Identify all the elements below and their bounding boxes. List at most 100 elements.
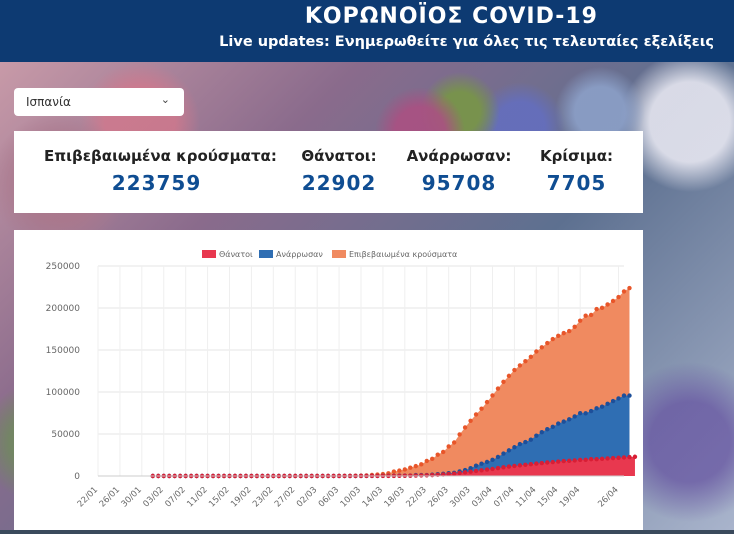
- legend-label: Ανάρρωσαν: [276, 250, 323, 259]
- data-point: [479, 468, 484, 473]
- x-tick-label: 14/03: [361, 485, 385, 509]
- data-point: [583, 411, 588, 416]
- data-point: [512, 445, 517, 450]
- x-tick-label: 26/04: [596, 485, 620, 509]
- data-point: [408, 465, 413, 470]
- data-point: [479, 406, 484, 411]
- stat-value: 223759: [111, 171, 202, 195]
- data-point: [468, 469, 473, 474]
- data-point: [594, 406, 599, 411]
- data-point: [572, 324, 577, 329]
- stat-value: 22902: [301, 171, 377, 195]
- data-point: [550, 336, 555, 342]
- data-point: [473, 412, 479, 417]
- legend-label: Επιβεβαιωμένα κρούσματα: [349, 249, 457, 259]
- data-point: [583, 313, 588, 318]
- x-tick-label: 02/03: [295, 485, 319, 509]
- data-point: [605, 456, 610, 461]
- x-tick-label: 10/03: [339, 485, 363, 509]
- data-point: [627, 393, 632, 398]
- x-tick-label: 03/02: [141, 485, 165, 509]
- data-point: [419, 473, 424, 478]
- x-tick-label: 06/03: [317, 485, 341, 509]
- data-point: [567, 328, 572, 334]
- data-point: [506, 448, 512, 453]
- data-point: [545, 427, 550, 432]
- data-point: [534, 461, 539, 466]
- data-point: [484, 467, 490, 472]
- data-point: [550, 459, 555, 465]
- data-point: [468, 465, 473, 471]
- x-tick-label: 26/01: [98, 485, 122, 509]
- data-point: [512, 367, 517, 373]
- data-point: [599, 456, 605, 462]
- data-point: [616, 455, 621, 460]
- data-point: [512, 463, 517, 469]
- data-point: [430, 472, 435, 478]
- data-point: [594, 306, 599, 312]
- data-point: [627, 285, 632, 291]
- data-point: [446, 471, 451, 477]
- data-point: [462, 470, 468, 475]
- country-select-value: Ισπανία: [26, 95, 71, 109]
- data-point: [561, 458, 566, 464]
- x-tick-label: 15/02: [207, 485, 231, 509]
- legend-label: Θάνατοι: [219, 250, 253, 259]
- data-point: [621, 393, 627, 398]
- data-point: [501, 465, 506, 470]
- legend-swatch: [332, 250, 346, 258]
- data-point: [523, 439, 528, 445]
- stat-deaths: Θάνατοι: 22902: [289, 147, 389, 195]
- cases-chart: 0 50000 100000 150000 200000 250000 22/0126/01…: [46, 249, 638, 509]
- data-point: [462, 425, 468, 430]
- data-point: [457, 470, 462, 476]
- stat-label: Κρίσιμα:: [539, 147, 614, 165]
- data-point: [435, 452, 440, 457]
- data-point: [561, 330, 566, 336]
- stat-label: Ανάρρωσαν:: [406, 147, 512, 165]
- y-tick-label: 250000: [46, 262, 81, 272]
- data-point: [550, 424, 555, 430]
- data-point: [610, 298, 616, 304]
- x-tick-label: 19/02: [229, 485, 253, 509]
- data-point: [599, 305, 605, 311]
- data-point: [391, 469, 397, 474]
- data-point: [539, 460, 545, 466]
- stat-critical: Κρίσιμα: 7705: [529, 147, 624, 195]
- data-point: [556, 333, 561, 339]
- data-point: [567, 458, 572, 464]
- data-point: [424, 458, 429, 464]
- page-header: ΚΟΡΩΝΟΪΟΣ COVID-19 Live updates: Ενημερω…: [0, 0, 734, 62]
- data-point: [583, 457, 588, 462]
- data-point: [567, 417, 572, 422]
- series-area: [152, 456, 635, 476]
- data-point: [446, 444, 451, 449]
- y-tick-label: 200000: [46, 304, 81, 314]
- x-tick-label: 23/02: [251, 485, 275, 509]
- data-point: [588, 408, 594, 414]
- y-tick-label: 50000: [51, 430, 80, 440]
- data-point: [506, 464, 512, 469]
- data-point: [616, 396, 621, 401]
- x-tick-label: 11/02: [185, 485, 209, 509]
- data-point: [506, 373, 512, 379]
- page-title: ΚΟΡΩΝΟΪΟΣ COVID-19: [304, 4, 598, 29]
- legend-swatch: [202, 250, 216, 258]
- data-point: [479, 461, 484, 466]
- data-point: [528, 354, 534, 359]
- x-tick-label: 19/04: [558, 485, 582, 509]
- data-point: [424, 473, 429, 478]
- data-point: [419, 462, 424, 467]
- series-area: [152, 288, 630, 476]
- stat-value: 7705: [546, 171, 607, 195]
- data-point: [495, 386, 501, 391]
- x-tick-label: 30/01: [120, 485, 144, 509]
- data-point: [572, 414, 577, 419]
- chart-panel: 0 50000 100000 150000 200000 250000 22/01 26/01…: [14, 230, 643, 530]
- data-point: [621, 455, 627, 460]
- country-select[interactable]: Ισπανία ⌄: [14, 88, 184, 116]
- data-point: [588, 312, 594, 318]
- data-point: [577, 457, 583, 463]
- x-tick-label: 11/04: [514, 485, 538, 509]
- data-point: [495, 454, 501, 460]
